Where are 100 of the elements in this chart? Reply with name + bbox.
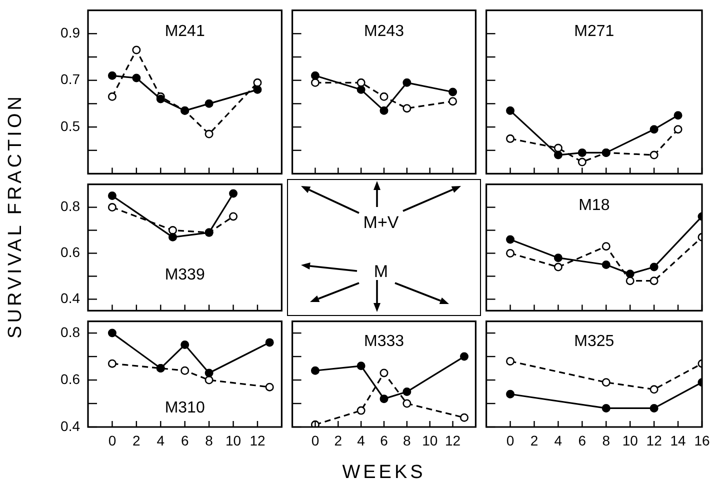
x-tick-label: 14 <box>670 432 686 448</box>
point <box>626 276 634 286</box>
y-tick-label: 0.4 <box>60 290 80 306</box>
point <box>650 150 658 160</box>
point <box>402 399 412 408</box>
text: M271 <box>574 22 614 40</box>
y-tick-label: 0.8 <box>60 198 80 214</box>
x-tick-label: 10 <box>225 432 242 448</box>
x-tick-label: 6 <box>578 432 586 448</box>
point <box>554 144 562 152</box>
point <box>310 366 320 375</box>
point <box>180 366 190 375</box>
point <box>460 352 468 361</box>
text: M310 <box>164 399 205 416</box>
y-tick-label: 0.6 <box>60 370 80 387</box>
point <box>402 104 412 113</box>
point <box>108 192 116 200</box>
point <box>602 260 610 269</box>
point <box>265 338 274 347</box>
point <box>554 262 562 272</box>
point <box>204 376 214 384</box>
y-tick-label: 0.9 <box>60 24 80 40</box>
point <box>310 78 320 87</box>
x-tick-label: 16 <box>694 432 710 448</box>
x-tick-label: 4 <box>357 432 366 448</box>
point <box>650 385 658 394</box>
text: M333 <box>364 332 404 350</box>
point <box>380 106 388 115</box>
text: M <box>374 262 388 282</box>
text: M325 <box>574 332 614 350</box>
x-tick-label: 12 <box>250 432 266 448</box>
point <box>253 85 262 94</box>
point <box>229 212 238 221</box>
point <box>168 226 177 235</box>
point <box>168 232 177 242</box>
point <box>108 71 116 80</box>
point <box>132 74 141 82</box>
point <box>356 362 366 370</box>
x-tick-label: 4 <box>156 432 165 448</box>
point <box>506 235 515 244</box>
point <box>650 404 658 412</box>
point <box>578 158 586 166</box>
x-tick-label: 8 <box>205 432 214 448</box>
text: M18 <box>578 197 610 214</box>
point <box>265 382 274 392</box>
y-tick-label: 0.6 <box>60 244 80 260</box>
text: M+V <box>363 213 399 233</box>
x-tick-label: 2 <box>530 432 538 448</box>
x-tick-label: 10 <box>422 432 438 448</box>
x-tick-label: 2 <box>132 432 141 448</box>
point <box>602 242 610 251</box>
point <box>506 390 515 398</box>
x-tick-label: 8 <box>602 432 610 448</box>
point <box>402 78 412 87</box>
point <box>506 356 515 366</box>
text: M241 <box>164 22 205 40</box>
point <box>253 78 262 87</box>
point <box>156 94 165 104</box>
point <box>310 420 320 427</box>
x-tick-label: 2 <box>334 432 342 448</box>
point <box>204 99 214 108</box>
point <box>626 270 634 278</box>
point <box>554 150 562 160</box>
point <box>356 406 366 415</box>
point <box>310 71 320 80</box>
x-tick-label: 6 <box>180 432 189 448</box>
point <box>448 88 458 96</box>
point <box>578 148 586 157</box>
point <box>506 248 515 258</box>
x-axis-title: WEEKS <box>342 462 426 484</box>
point <box>674 125 682 134</box>
y-tick-label: 0.5 <box>60 118 80 134</box>
y-tick-label: 0.7 <box>60 71 80 88</box>
point <box>506 106 515 115</box>
x-tick-label: 0 <box>506 432 514 448</box>
x-tick-label: 6 <box>380 432 388 448</box>
text: M339 <box>164 266 205 284</box>
x-tick-label: 0 <box>311 432 320 448</box>
point <box>602 404 610 412</box>
point <box>108 359 116 368</box>
point <box>229 189 238 198</box>
point <box>380 394 388 404</box>
point <box>674 111 682 120</box>
x-tick-label: 12 <box>444 432 461 448</box>
point <box>650 125 658 134</box>
y-tick-label: 0.8 <box>60 324 80 340</box>
point <box>204 368 214 378</box>
point <box>460 413 468 422</box>
point <box>108 92 116 101</box>
point <box>356 78 366 87</box>
point <box>108 203 116 212</box>
point <box>506 134 515 143</box>
point <box>204 130 214 138</box>
point <box>380 92 388 101</box>
x-tick-label: 4 <box>554 432 562 448</box>
point <box>448 97 458 106</box>
point <box>108 328 116 338</box>
point <box>650 276 658 286</box>
point <box>554 254 562 262</box>
x-tick-label: 0 <box>108 432 116 448</box>
